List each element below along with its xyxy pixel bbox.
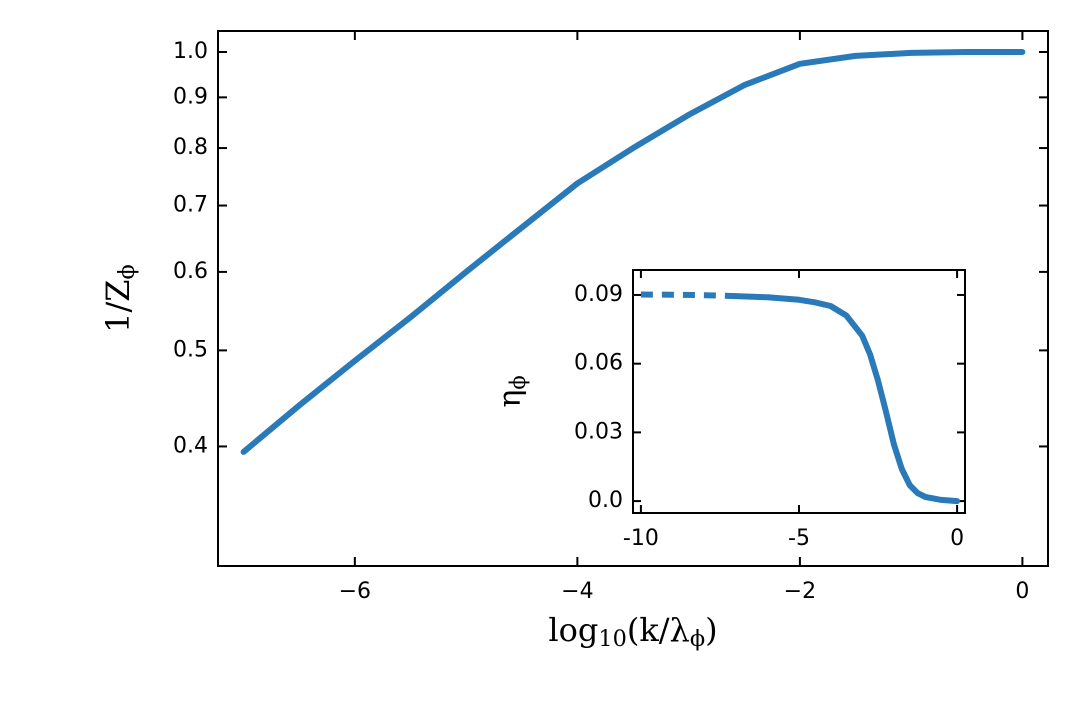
data-line [640,291,736,300]
chart-1: -10 -5 0 0.0 0.03 0.06 0.09 ηϕ [493,269,966,551]
label-part: log [548,611,598,649]
y-tick-label: 0.5 [173,337,208,362]
label-part: (k/λ [627,611,690,649]
y-tick-label: 0.06 [574,351,623,376]
y-tick-label: 0.9 [173,84,208,109]
label-part: η [493,390,528,408]
x-tick-label: −2 [784,579,816,604]
data-line [240,49,1026,455]
y-tick-label: 0.6 [173,259,208,284]
data-line [732,293,961,505]
label-subscript: ϕ [690,626,705,652]
y-tick-label: 0.03 [574,419,623,444]
x-tick-label: −4 [561,579,593,604]
y-tick-label: 1.0 [173,39,208,64]
label-subscript: 10 [598,626,627,652]
y-axis-label: ηϕ [493,375,530,407]
label-part: ) [705,611,717,649]
x-tick-label: 0 [1015,579,1029,604]
label-part: 1/Z [99,279,137,332]
y-tick-label: 0.09 [574,282,623,307]
x-tick-label: -10 [623,526,659,551]
x-tick-label: -5 [788,526,810,551]
y-axis-label: 1/Zϕ [99,264,140,333]
y-tick-label: 0.7 [173,193,208,218]
y-tick-label: 0.0 [588,488,623,513]
x-tick-label: 0 [950,526,964,551]
x-axis-label: log10(k/λϕ) [548,611,717,652]
x-tick-label: −6 [339,579,371,604]
y-tick-label: 0.4 [173,433,208,458]
plot-area [632,269,966,514]
label-subscript: ϕ [114,264,140,279]
y-tick-label: 0.8 [173,135,208,160]
label-subscript: ϕ [506,375,530,389]
